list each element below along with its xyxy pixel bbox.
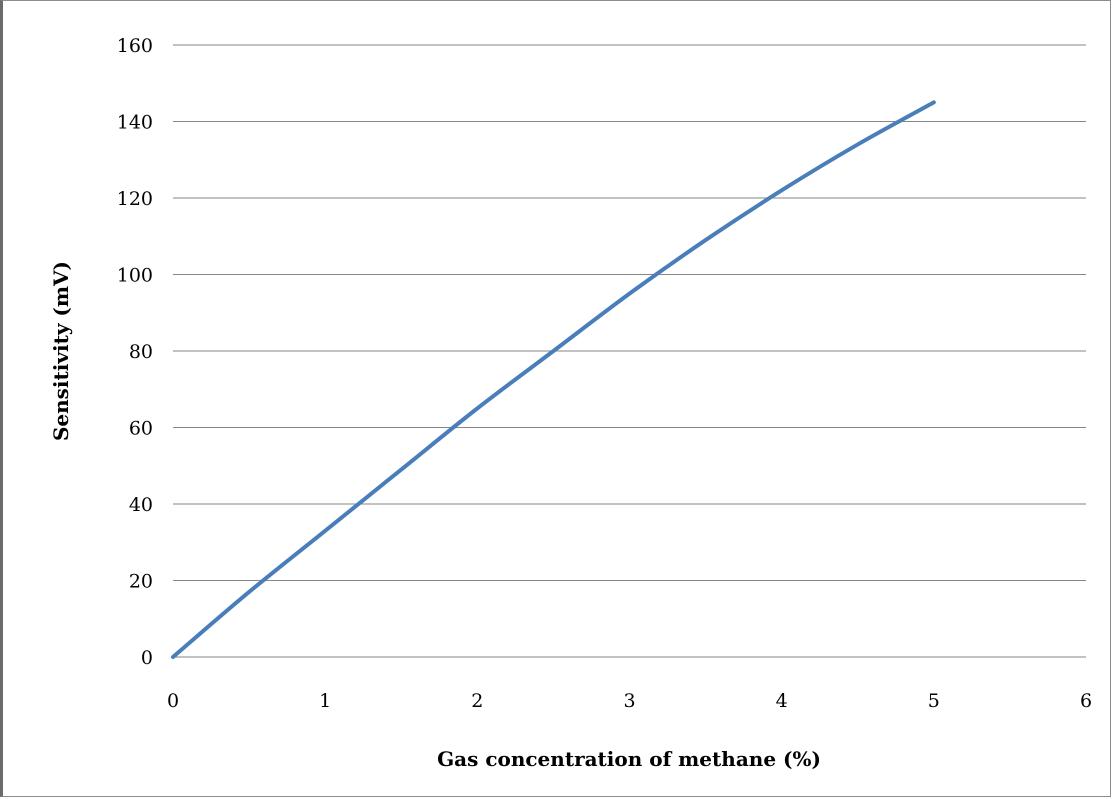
y-tick-label: 0: [141, 647, 153, 669]
y-tick-label: 20: [129, 571, 153, 593]
y-tick-label: 80: [129, 341, 153, 363]
x-tick-label: 1: [319, 690, 331, 712]
x-tick-label: 5: [928, 690, 940, 712]
x-tick-label: 4: [776, 690, 788, 712]
y-tick-label: 100: [117, 265, 153, 287]
y-axis-label: Sensitivity (mV): [49, 261, 73, 441]
y-tick-labels: 0 20 40 60 80 100 120 140 160: [117, 35, 153, 669]
series-line-0: [171, 100, 936, 659]
x-tick-label: 3: [623, 690, 635, 712]
x-tick-labels: 0 1 2 3 4 5 6: [167, 690, 1092, 712]
gridlines: [173, 44, 1086, 658]
series-lines: [171, 100, 936, 659]
y-tick-label: 140: [117, 112, 153, 134]
y-tick-label: 160: [117, 35, 153, 57]
y-tick-label: 120: [117, 188, 153, 210]
y-tick-label: 40: [129, 494, 153, 516]
x-tick-label: 0: [167, 690, 179, 712]
x-tick-label: 2: [471, 690, 483, 712]
x-axis-label: Gas concentration of methane (%): [437, 747, 821, 771]
y-tick-label: 60: [129, 418, 153, 440]
x-tick-label: 6: [1080, 690, 1092, 712]
